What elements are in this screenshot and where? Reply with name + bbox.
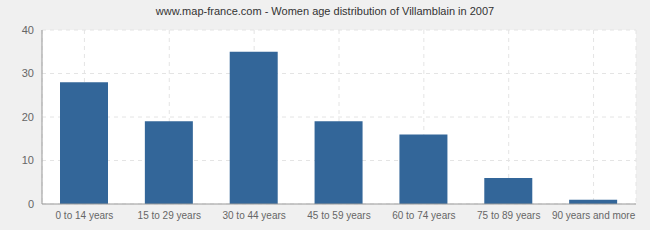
svg-text:40: 40 [22, 24, 34, 36]
svg-text:45 to 59 years: 45 to 59 years [307, 210, 370, 221]
svg-text:75 to 89 years: 75 to 89 years [477, 210, 540, 221]
svg-text:90 years and more: 90 years and more [552, 210, 636, 221]
svg-text:30: 30 [22, 67, 34, 79]
svg-text:60 to 74 years: 60 to 74 years [392, 210, 455, 221]
svg-text:0 to 14 years: 0 to 14 years [56, 210, 114, 221]
html-text:www.map-france.com - Women age: www.map-france.com - Women age distribut… [155, 5, 495, 17]
svg-text:15 to 29 years: 15 to 29 years [138, 210, 201, 221]
svg-text:20: 20 [22, 111, 34, 123]
svg-text:30 to 44 years: 30 to 44 years [222, 210, 285, 221]
svg-text:0: 0 [28, 198, 34, 210]
svg-text:10: 10 [22, 154, 34, 166]
